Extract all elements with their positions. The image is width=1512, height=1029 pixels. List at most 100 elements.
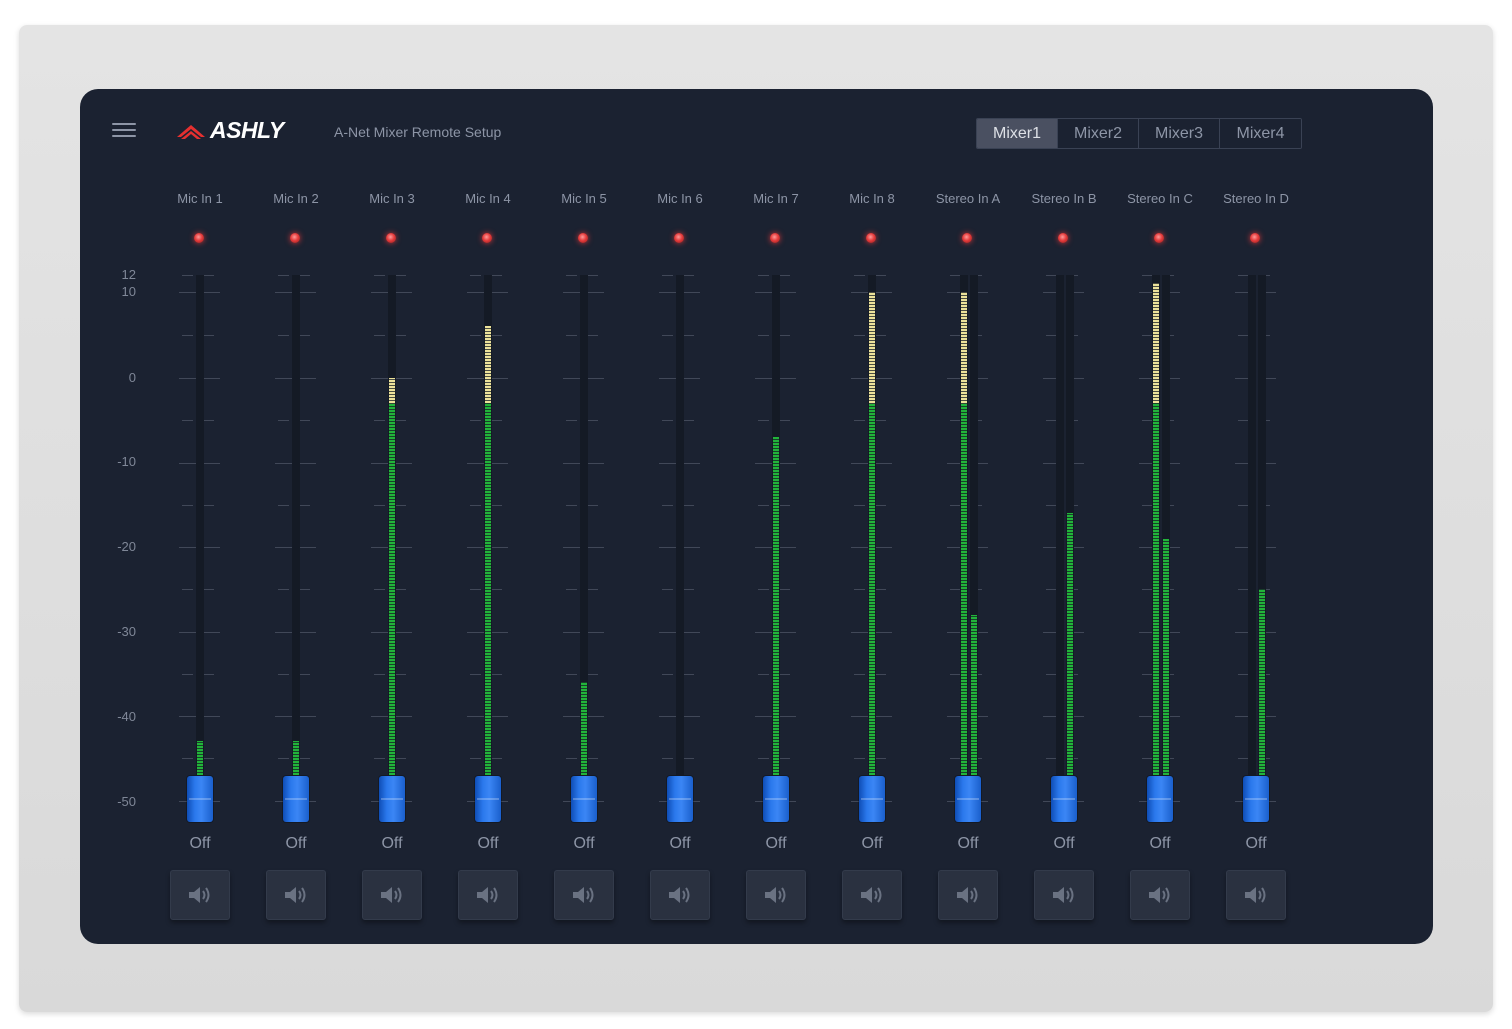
clip-led-icon [1154, 233, 1164, 243]
mixer-screen: ASHLY A-Net Mixer Remote Setup Mixer1 Mi… [80, 89, 1433, 944]
scale-tick [683, 716, 700, 717]
scale-tick [587, 335, 598, 336]
fader-knob[interactable] [1051, 776, 1077, 822]
scale-tick [299, 758, 310, 759]
tab-mixer3[interactable]: Mixer3 [1139, 119, 1220, 148]
scale-tick [683, 632, 700, 633]
scale-tick [662, 674, 673, 675]
level-meter-fill [197, 741, 203, 775]
scale-tick [587, 758, 598, 759]
scale-tick [779, 420, 790, 421]
mute-button[interactable] [938, 870, 998, 920]
scale-tick [566, 589, 577, 590]
scale-tick [683, 547, 700, 548]
fader-knob[interactable] [955, 776, 981, 822]
menu-icon[interactable] [112, 123, 136, 139]
scale-tick [854, 674, 865, 675]
mute-button[interactable] [458, 870, 518, 920]
scale-tick [395, 632, 412, 633]
level-meter [1152, 275, 1160, 775]
scale-tick [395, 335, 406, 336]
fader-value: Off [1053, 835, 1075, 852]
level-meter-fill [1259, 589, 1265, 775]
mute-button[interactable] [1034, 870, 1094, 920]
mute-button[interactable] [842, 870, 902, 920]
scale-tick [851, 632, 868, 633]
fader-value: Off [477, 835, 499, 852]
fader-knob[interactable] [859, 776, 885, 822]
scale-tick [659, 547, 676, 548]
scale-tick [374, 420, 385, 421]
level-meter-fill [389, 378, 395, 775]
scale-tick [371, 292, 388, 293]
fader-value: Off [381, 835, 403, 852]
channel-name: Mic In 5 [561, 191, 607, 206]
fader-knob[interactable] [763, 776, 789, 822]
scale-tick [971, 378, 988, 379]
mute-button[interactable] [1226, 870, 1286, 920]
scale-tick [1163, 716, 1180, 717]
scale-tick [203, 547, 220, 548]
fader-knob[interactable] [475, 776, 501, 822]
tab-mixer2[interactable]: Mixer2 [1058, 119, 1139, 148]
level-meter [1066, 275, 1074, 775]
scale-tick [470, 420, 481, 421]
scale-tick [1238, 589, 1249, 590]
scale-tick [1142, 505, 1153, 506]
channel-strip: Mic In 1 Off [152, 89, 248, 944]
scale-tick [758, 275, 769, 276]
scale-tick [1043, 292, 1060, 293]
scale-tick [299, 547, 316, 548]
scale-tick [1238, 275, 1249, 276]
mute-button[interactable] [170, 870, 230, 920]
clip-led-icon [482, 233, 492, 243]
mute-button[interactable] [1130, 870, 1190, 920]
scale-tick [395, 758, 406, 759]
scale-tick [1139, 547, 1156, 548]
fader-knob[interactable] [1147, 776, 1173, 822]
scale-tick [1067, 292, 1084, 293]
scale-tick [491, 758, 502, 759]
speaker-icon [1053, 887, 1074, 903]
mute-button[interactable] [554, 870, 614, 920]
scale-tick [470, 275, 481, 276]
speaker-icon [189, 887, 210, 903]
level-meter [1056, 275, 1064, 775]
fader-knob[interactable] [571, 776, 597, 822]
scale-tick [491, 463, 508, 464]
channel-name: Mic In 8 [849, 191, 895, 206]
scale-tick [491, 547, 508, 548]
mute-button[interactable] [746, 870, 806, 920]
scale-tick [1235, 463, 1252, 464]
mute-button[interactable] [362, 870, 422, 920]
scale-label: 12 [121, 267, 136, 282]
channel-name: Stereo In A [935, 191, 1001, 206]
level-meter [388, 275, 396, 775]
fader-value: Off [285, 835, 307, 852]
fader-knob[interactable] [187, 776, 213, 822]
fader-knob[interactable] [379, 776, 405, 822]
scale-tick [1238, 335, 1249, 336]
fader-knob[interactable] [1243, 776, 1269, 822]
scale-tick [1046, 589, 1057, 590]
fader-knob[interactable] [667, 776, 693, 822]
fader-knob[interactable] [283, 776, 309, 822]
scale-tick [683, 378, 700, 379]
scale-tick [203, 589, 214, 590]
scale-tick [683, 335, 694, 336]
mute-button[interactable] [266, 870, 326, 920]
level-meter-fill [869, 292, 875, 775]
scale-label: 10 [121, 284, 136, 299]
mute-button[interactable] [650, 870, 710, 920]
scale-tick [683, 589, 694, 590]
scale-tick [1259, 463, 1276, 464]
scale-tick [203, 674, 214, 675]
scale-tick [947, 632, 964, 633]
tab-mixer1[interactable]: Mixer1 [977, 119, 1058, 148]
scale-tick [1142, 335, 1153, 336]
clip-led-icon [674, 233, 684, 243]
scale-tick [779, 547, 796, 548]
scale-tick [278, 674, 289, 675]
tab-mixer4[interactable]: Mixer4 [1220, 119, 1301, 148]
speaker-icon [1245, 887, 1266, 903]
